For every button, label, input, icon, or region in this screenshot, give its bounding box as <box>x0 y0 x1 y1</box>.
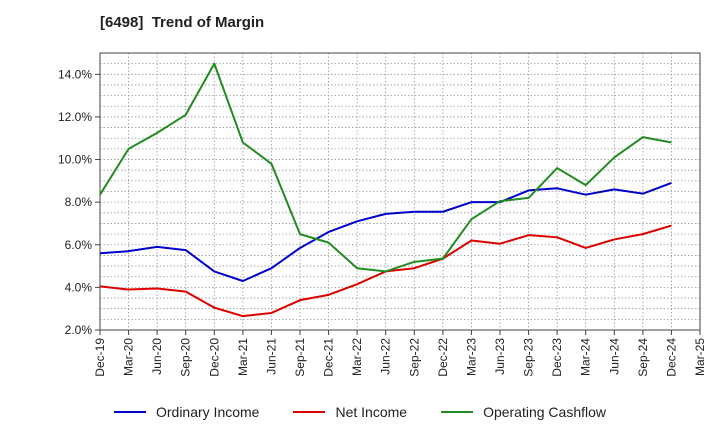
legend-swatch-ordinary-income <box>113 411 146 413</box>
y-tick-label: 12.0% <box>58 110 92 124</box>
y-tick-label: 10.0% <box>58 153 92 167</box>
series-line-ordinary-income <box>99 182 672 282</box>
legend: Ordinary Income Net Income Operating Cas… <box>0 404 720 420</box>
x-tick-label: Sep-24 <box>636 338 650 377</box>
legend-label-net-income: Net Income <box>335 404 408 420</box>
x-tick-label: Dec-22 <box>436 338 450 377</box>
x-tick-label: Sep-23 <box>522 338 536 377</box>
series-line-operating-cashflow <box>99 62 672 273</box>
legend-item-ordinary-income: Ordinary Income <box>113 404 260 420</box>
x-tick-label: Mar-24 <box>579 338 593 376</box>
x-tick-label: Dec-23 <box>550 338 564 377</box>
legend-label-ordinary-income: Ordinary Income <box>155 404 260 420</box>
y-tick-label: 2.0% <box>65 323 93 337</box>
y-tick-label: 6.0% <box>65 238 93 252</box>
line-chart: 2.0% 4.0% 6.0% 8.0% 10.0% 12.0% 14.0% Dec-19 Ma… <box>58 52 707 377</box>
x-tick-label: Dec-20 <box>207 338 221 377</box>
grid-lines <box>100 53 700 330</box>
x-tick-label: Sep-22 <box>407 338 421 377</box>
chart-title: [6498] Trend of Margin <box>100 14 265 31</box>
x-tick-label: Jun-23 <box>493 338 507 375</box>
y-axis: 2.0% 4.0% 6.0% 8.0% 10.0% 12.0% 14.0% <box>58 67 100 337</box>
x-tick-label: Mar-20 <box>122 338 136 376</box>
x-tick-label: Dec-24 <box>664 338 678 377</box>
legend-item-net-income: Net Income <box>293 404 407 420</box>
x-tick-label: Mar-22 <box>350 338 364 376</box>
x-tick-label: Jun-22 <box>379 338 393 375</box>
x-tick-label: Dec-19 <box>93 338 107 377</box>
x-tick-label: Sep-20 <box>179 338 193 377</box>
x-tick-label: Jun-24 <box>607 338 621 375</box>
y-tick-label: 4.0% <box>65 280 93 294</box>
x-tick-label: Jun-20 <box>150 338 164 375</box>
x-tick-label: Mar-23 <box>464 338 478 376</box>
series-lines <box>99 62 672 318</box>
legend-swatch-operating-cashflow <box>441 411 474 413</box>
plot-frame <box>99 52 701 331</box>
x-tick-label: Mar-25 <box>693 338 707 376</box>
x-axis: Dec-19 Mar-20 Jun-20 Sep-20 Dec-20 Mar-21 Jun-… <box>93 330 707 377</box>
x-tick-label: Dec-21 <box>322 338 336 377</box>
legend-item-operating-cashflow: Operating Cashflow <box>441 404 606 420</box>
x-tick-label: Sep-21 <box>293 338 307 377</box>
x-tick-label: Mar-21 <box>236 338 250 376</box>
y-tick-label: 14.0% <box>58 67 92 81</box>
legend-swatch-net-income <box>293 411 326 413</box>
x-tick-label: Jun-21 <box>264 338 278 375</box>
y-tick-label: 8.0% <box>65 195 93 209</box>
legend-label-operating-cashflow: Operating Cashflow <box>483 404 607 420</box>
